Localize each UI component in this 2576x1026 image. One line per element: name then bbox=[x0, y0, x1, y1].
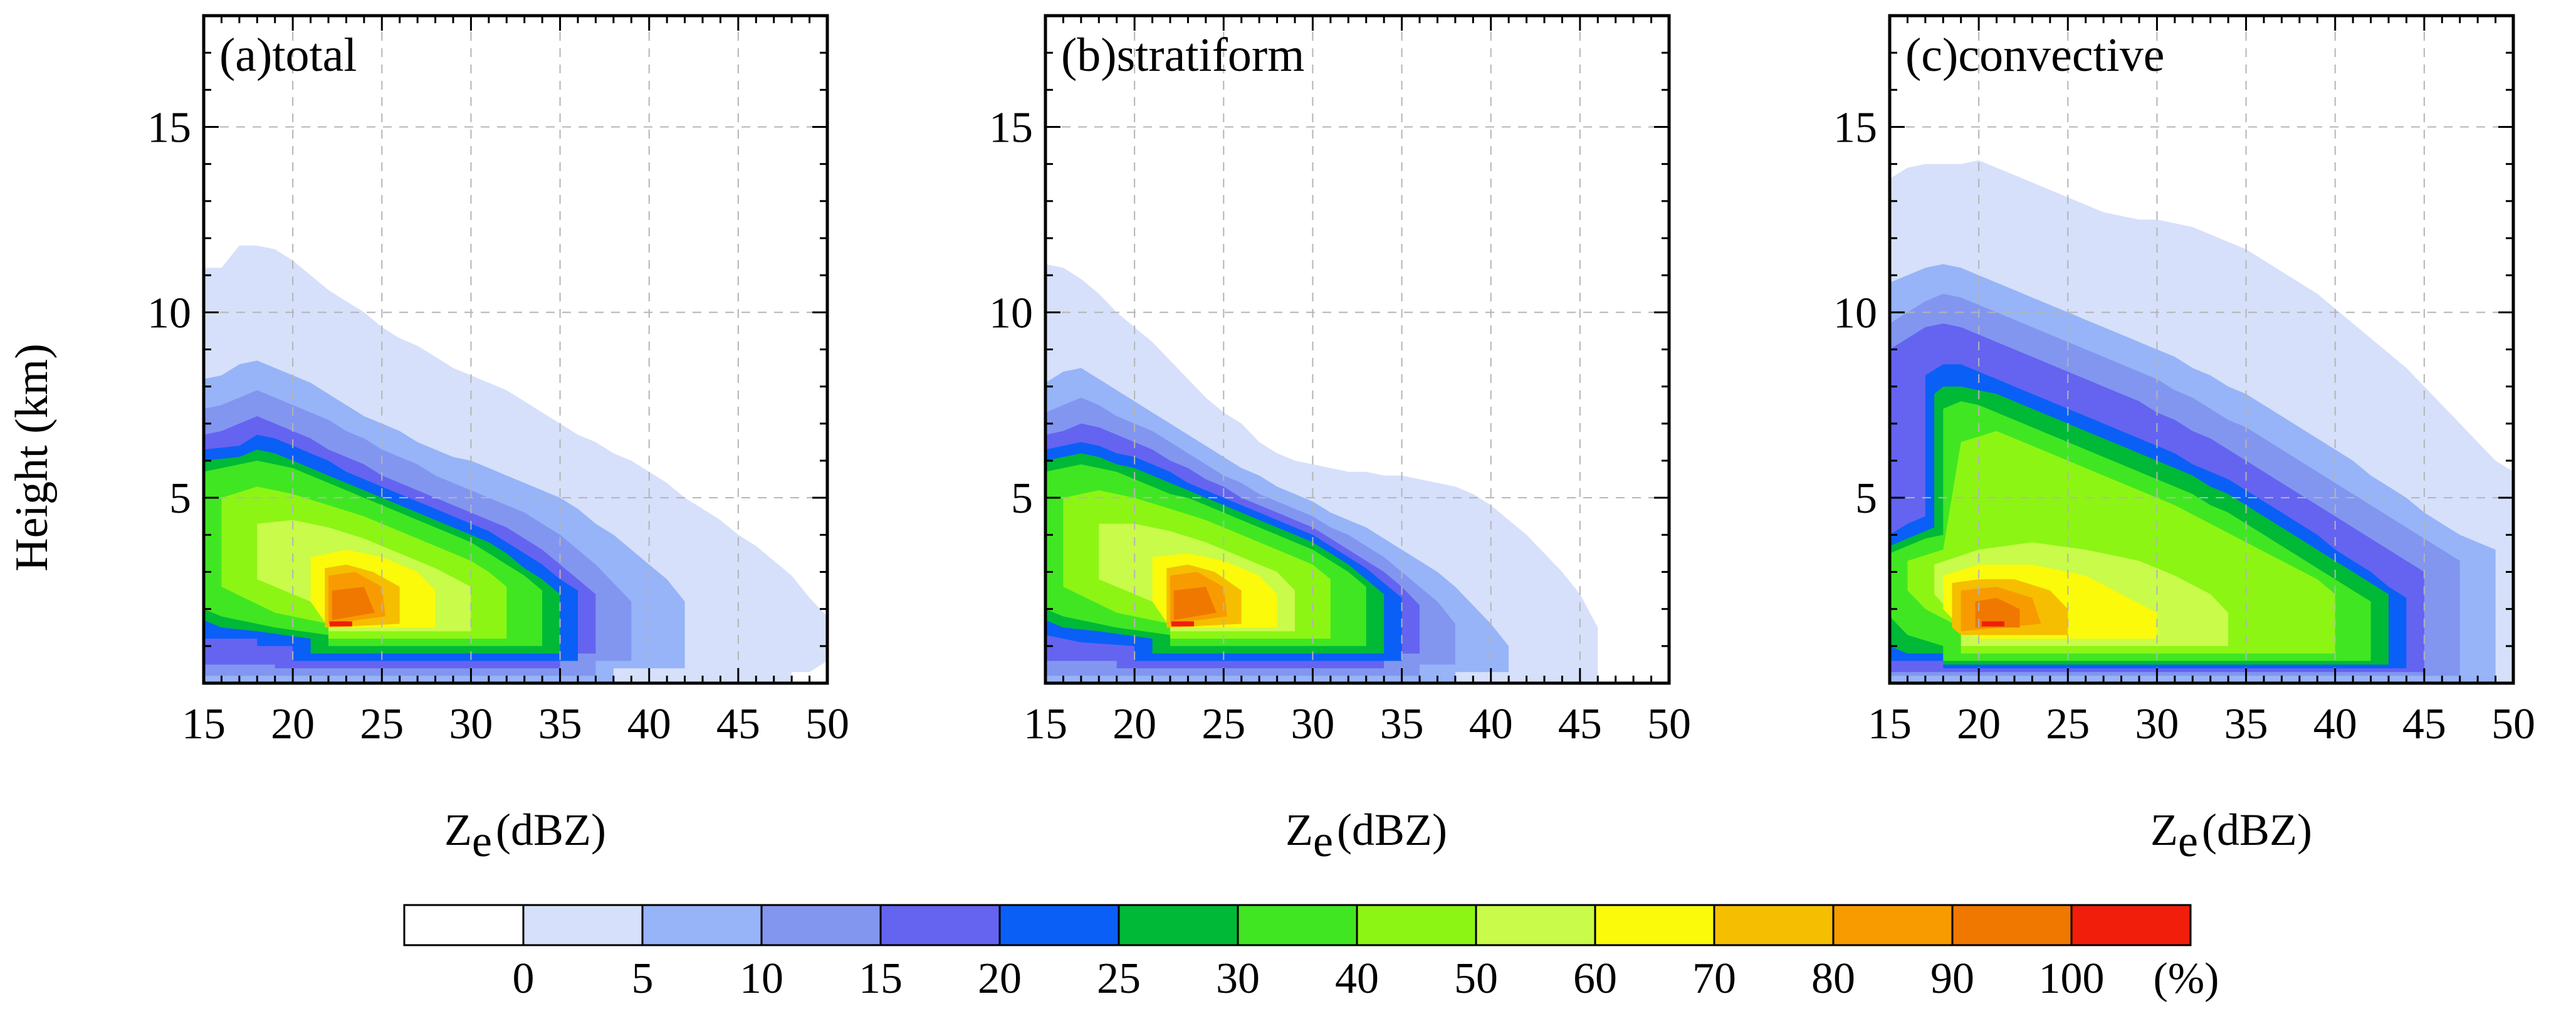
colorbar-cell bbox=[1237, 904, 1358, 946]
shaded-regions bbox=[1045, 264, 1598, 683]
colorbar-cell bbox=[641, 904, 763, 946]
x-tick-label: 15 bbox=[1868, 700, 1912, 748]
region-level-90 bbox=[1173, 587, 1217, 620]
x-tick-label: 35 bbox=[1380, 700, 1424, 748]
y-tick-label: 10 bbox=[1833, 289, 1877, 337]
colorbar-unit: (%) bbox=[2154, 955, 2219, 1003]
colorbar-cell bbox=[760, 904, 882, 946]
x-tick-label: 50 bbox=[2491, 700, 2535, 748]
x-axis-label-main: Z bbox=[1285, 805, 1313, 855]
panel-c: 15 20 25 30 35 40 45 50 5 10 15 (c)convective bbox=[1833, 14, 2535, 748]
colorbar-cell bbox=[1951, 904, 2073, 946]
colorbar-cell bbox=[1356, 904, 1477, 946]
colorbar-label: 90 bbox=[1930, 955, 1974, 1003]
x-tick-label: 15 bbox=[182, 700, 226, 748]
shaded-regions bbox=[204, 245, 827, 683]
y-tick-label: 5 bbox=[1855, 474, 1877, 523]
colorbar-cell bbox=[1475, 904, 1596, 946]
colorbar-label: 15 bbox=[859, 955, 903, 1003]
x-tick-label: 20 bbox=[1113, 700, 1156, 748]
colorbar-cell bbox=[1713, 904, 1835, 946]
colorbar-cell bbox=[879, 904, 1001, 946]
x-tick-label: 25 bbox=[2046, 700, 2090, 748]
ticks bbox=[202, 14, 829, 683]
x-tick-label: 25 bbox=[360, 700, 404, 748]
x-axis-label-sub: e bbox=[2178, 816, 2198, 866]
x-tick-label: 30 bbox=[2135, 700, 2179, 748]
colorbar-label: 80 bbox=[1811, 955, 1855, 1003]
x-tick-label: 30 bbox=[449, 700, 493, 748]
colorbar-cell bbox=[522, 904, 644, 946]
y-tick-label: 10 bbox=[989, 289, 1033, 337]
colorbar-label: 50 bbox=[1454, 955, 1498, 1003]
panel-title: (c)convective bbox=[1905, 29, 2165, 81]
colorbar-label: 40 bbox=[1335, 955, 1379, 1003]
x-tick-label: 50 bbox=[1647, 700, 1691, 748]
x-tick-label: 45 bbox=[2402, 700, 2446, 748]
grid bbox=[204, 16, 827, 683]
grid bbox=[1890, 16, 2513, 683]
colorbar-label: 30 bbox=[1216, 955, 1260, 1003]
colorbar-cell bbox=[1832, 904, 1954, 946]
y-tick-label: 15 bbox=[147, 104, 191, 152]
x-axis-label-unit: (dBZ) bbox=[1337, 805, 1447, 855]
panel-a: 15 20 25 30 35 40 45 50 5 10 15 (a)total bbox=[147, 14, 849, 748]
colorbar-label: 70 bbox=[1692, 955, 1736, 1003]
x-tick-label: 20 bbox=[1957, 700, 2001, 748]
panel-title: (b)stratiform bbox=[1061, 29, 1304, 81]
panel-title: (a)total bbox=[219, 29, 357, 81]
colorbar-label: 100 bbox=[2039, 955, 2105, 1003]
colorbar-label: 60 bbox=[1573, 955, 1617, 1003]
region-level-90 bbox=[332, 587, 375, 620]
x-tick-label: 25 bbox=[1202, 700, 1245, 748]
x-axis-label-sub: e bbox=[1313, 816, 1333, 866]
ticks bbox=[1044, 14, 1670, 683]
x-tick-label: 35 bbox=[2224, 700, 2268, 748]
colorbar-label: 25 bbox=[1097, 955, 1141, 1003]
y-tick-label: 15 bbox=[1833, 104, 1877, 152]
colorbar-label: 5 bbox=[632, 955, 654, 1003]
ticks bbox=[1888, 14, 2515, 683]
y-axis-label: Height (km) bbox=[6, 343, 58, 572]
x-tick-label: 40 bbox=[627, 700, 671, 748]
x-axis-label-b: Ze(dBZ) bbox=[1285, 805, 1447, 866]
x-tick-label: 50 bbox=[805, 700, 849, 748]
region-level-90 bbox=[1975, 597, 2020, 628]
y-tick-label: 5 bbox=[1011, 474, 1033, 523]
x-tick-label: 40 bbox=[2313, 700, 2357, 748]
x-axis-label-unit: (dBZ) bbox=[2202, 805, 2312, 855]
x-tick-label: 45 bbox=[1558, 700, 1602, 748]
x-axis-label-c: Ze(dBZ) bbox=[2150, 805, 2312, 866]
x-axis-label-main: Z bbox=[444, 805, 472, 855]
colorbar-cell bbox=[1594, 904, 1715, 946]
x-tick-label: 30 bbox=[1291, 700, 1334, 748]
y-tick-label: 5 bbox=[169, 474, 191, 523]
colorbar-cell bbox=[403, 904, 525, 946]
colorbar-cell bbox=[998, 904, 1120, 946]
shaded-regions bbox=[1890, 160, 2513, 683]
x-tick-label: 15 bbox=[1024, 700, 1067, 748]
colorbar: 0 5 10 15 20 25 30 40 50 60 70 80 90 100 bbox=[403, 904, 2192, 1003]
x-tick-label: 45 bbox=[716, 700, 760, 748]
colorbar-cell bbox=[1118, 904, 1239, 946]
y-tick-label: 10 bbox=[147, 289, 191, 337]
x-axis-label-sub: e bbox=[472, 816, 492, 866]
x-tick-label: 20 bbox=[271, 700, 315, 748]
x-axis-label-a: Ze(dBZ) bbox=[444, 805, 606, 866]
x-tick-label: 40 bbox=[1469, 700, 1513, 748]
x-tick-label: 35 bbox=[538, 700, 582, 748]
colorbar-label: 20 bbox=[978, 955, 1022, 1003]
colorbar-cell bbox=[2070, 904, 2192, 946]
colorbar-label: 0 bbox=[513, 955, 535, 1003]
colorbar-label: 10 bbox=[740, 955, 783, 1003]
panel-b: 15 20 25 30 35 40 45 50 5 10 15 (b)stratiform bbox=[989, 14, 1691, 748]
x-axis-label-unit: (dBZ) bbox=[496, 805, 606, 855]
y-tick-label: 15 bbox=[989, 104, 1033, 152]
grid bbox=[1045, 16, 1669, 683]
x-axis-label-main: Z bbox=[2150, 805, 2178, 855]
